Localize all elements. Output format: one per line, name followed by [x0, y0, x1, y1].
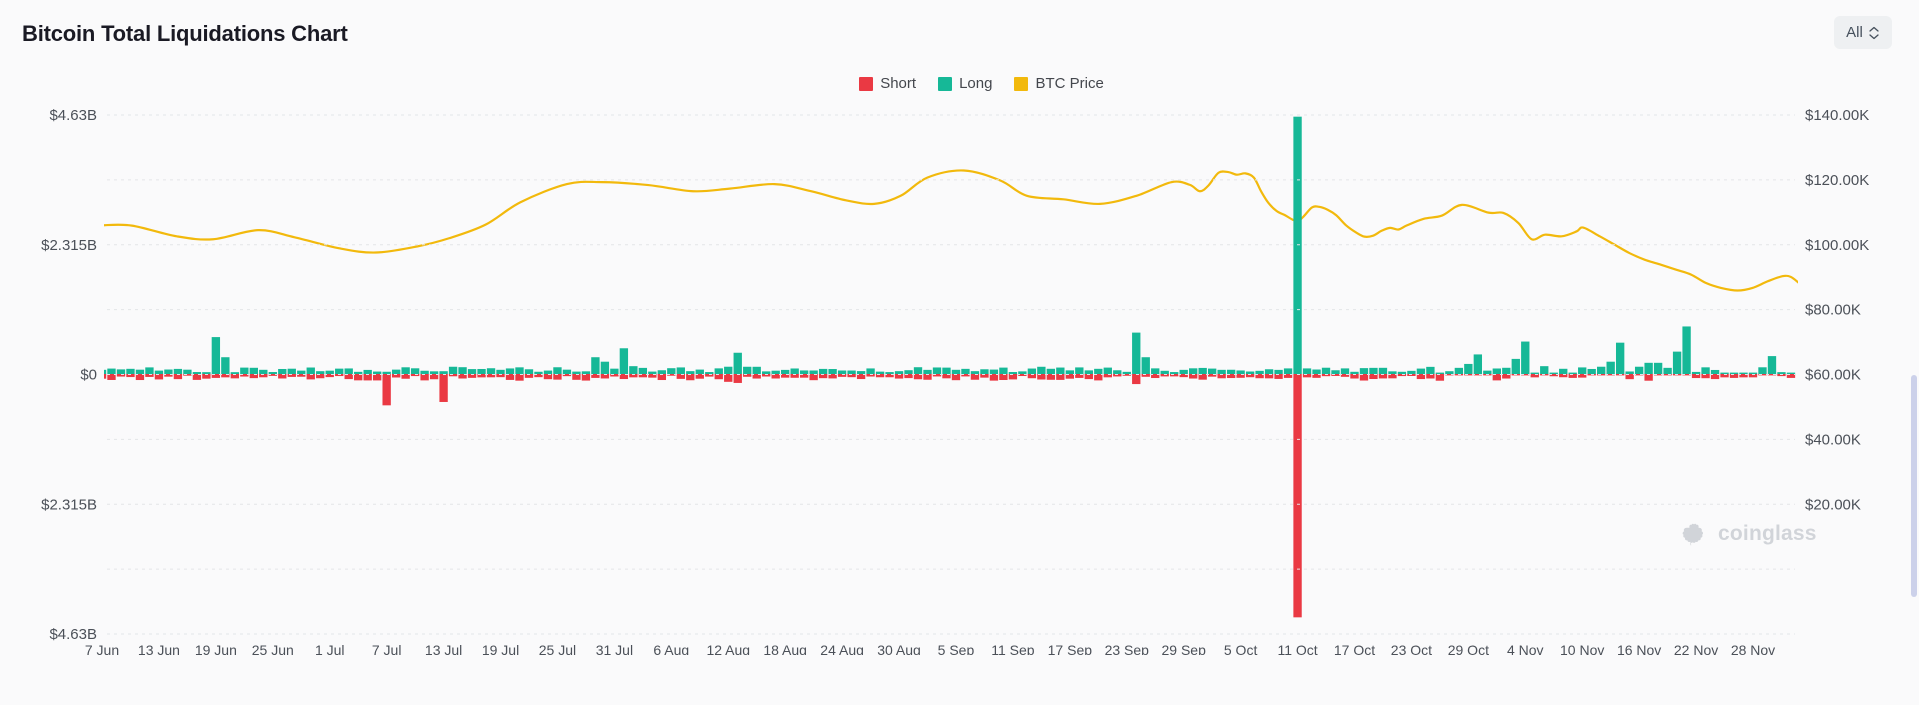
svg-text:17 Oct: 17 Oct: [1334, 642, 1375, 655]
svg-text:$140.00K: $140.00K: [1805, 107, 1869, 124]
svg-text:1 Jul: 1 Jul: [315, 642, 345, 655]
svg-text:4 Nov: 4 Nov: [1507, 642, 1544, 655]
svg-text:$4.63B: $4.63B: [49, 626, 97, 643]
svg-text:$2.315B: $2.315B: [41, 237, 97, 254]
svg-text:$0: $0: [80, 367, 97, 384]
svg-text:16 Nov: 16 Nov: [1617, 642, 1661, 655]
svg-text:31 Jul: 31 Jul: [596, 642, 633, 655]
svg-text:25 Jun: 25 Jun: [252, 642, 294, 655]
svg-text:13 Jun: 13 Jun: [138, 642, 180, 655]
svg-text:29 Sep: 29 Sep: [1162, 642, 1207, 655]
svg-text:19 Jul: 19 Jul: [482, 642, 519, 655]
svg-text:23 Oct: 23 Oct: [1391, 642, 1432, 655]
svg-text:24 Aug: 24 Aug: [820, 642, 864, 655]
svg-text:$4.63B: $4.63B: [49, 107, 97, 124]
svg-text:7 Jun: 7 Jun: [85, 642, 119, 655]
svg-text:11 Oct: 11 Oct: [1277, 642, 1317, 655]
svg-text:12 Aug: 12 Aug: [706, 642, 750, 655]
svg-text:29 Oct: 29 Oct: [1448, 642, 1489, 655]
svg-text:10 Nov: 10 Nov: [1560, 642, 1604, 655]
svg-text:$120.00K: $120.00K: [1805, 172, 1869, 189]
svg-text:28 Nov: 28 Nov: [1731, 642, 1775, 655]
svg-text:5 Oct: 5 Oct: [1224, 642, 1258, 655]
svg-text:$100.00K: $100.00K: [1805, 237, 1869, 254]
svg-text:17 Sep: 17 Sep: [1048, 642, 1093, 655]
svg-text:$80.00K: $80.00K: [1805, 302, 1861, 319]
svg-text:$2.315B: $2.315B: [41, 496, 97, 513]
svg-text:$40.00K: $40.00K: [1805, 431, 1861, 448]
svg-text:11 Sep: 11 Sep: [991, 642, 1035, 655]
svg-text:30 Aug: 30 Aug: [877, 642, 921, 655]
svg-text:13 Jul: 13 Jul: [425, 642, 462, 655]
svg-text:25 Jul: 25 Jul: [539, 642, 576, 655]
svg-text:23 Sep: 23 Sep: [1105, 642, 1150, 655]
svg-text:$20.00K: $20.00K: [1805, 496, 1861, 513]
svg-text:7 Jul: 7 Jul: [372, 642, 402, 655]
svg-text:5 Sep: 5 Sep: [938, 642, 975, 655]
svg-text:$60.00K: $60.00K: [1805, 367, 1861, 384]
svg-text:18 Aug: 18 Aug: [763, 642, 807, 655]
svg-text:19 Jun: 19 Jun: [195, 642, 237, 655]
svg-text:6 Aug: 6 Aug: [653, 642, 689, 655]
svg-text:22 Nov: 22 Nov: [1674, 642, 1718, 655]
